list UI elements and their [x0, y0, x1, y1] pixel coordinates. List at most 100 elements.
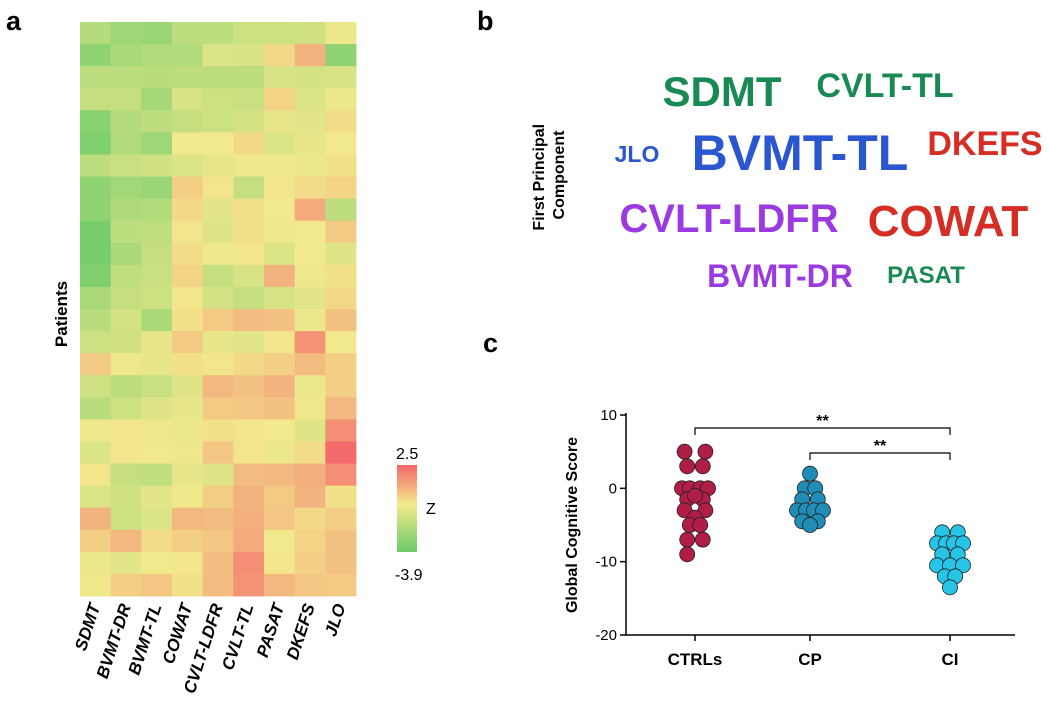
- heatmap-cell: [141, 44, 173, 67]
- heatmap-cell: [325, 22, 357, 45]
- significance-bracket: [694, 427, 951, 435]
- heatmap-cell: [80, 242, 112, 266]
- heatmap-cell: [172, 485, 204, 509]
- heatmap-cell: [325, 286, 357, 310]
- dot-plot: 10 0 -10 -20 CTRLs CP CI ** **: [595, 407, 1015, 669]
- heatmap-cell: [141, 485, 173, 509]
- heatmap-cell: [264, 110, 296, 133]
- heatmap-cell: [264, 88, 296, 111]
- word-cloud-word: CVLT-LDFR: [619, 197, 838, 241]
- heatmap-cell: [264, 507, 296, 531]
- heatmap-cell: [80, 463, 112, 487]
- heatmap-cell: [172, 22, 204, 45]
- heatmap-cell: [80, 286, 112, 310]
- heatmap-cell: [141, 286, 173, 310]
- heatmap-cell: [141, 110, 173, 133]
- panel-label-c: c: [483, 328, 498, 358]
- heatmap-cell: [172, 397, 204, 420]
- heatmap-cell: [325, 397, 357, 420]
- heatmap-cell: [294, 529, 326, 553]
- heatmap-cell: [325, 551, 357, 575]
- heatmap-cell: [264, 264, 296, 288]
- heatmap-cell: [325, 573, 357, 597]
- heatmap-cell: [294, 22, 326, 45]
- heatmap-cell: [294, 88, 326, 111]
- heatmap-cell: [202, 286, 234, 310]
- heatmap-cell: [325, 88, 357, 111]
- word-cloud-y-label-line2: Component: [551, 130, 568, 220]
- heatmap-cell: [202, 88, 234, 111]
- heatmap-cell: [233, 220, 265, 244]
- dot-plot-point: [679, 458, 696, 475]
- heatmap-cell: [233, 419, 265, 442]
- colorbar-max-label: 2.5: [396, 446, 418, 463]
- heatmap-cell: [202, 507, 234, 531]
- heatmap-cell: [141, 66, 173, 89]
- heatmap-cell: [110, 176, 142, 200]
- colorbar: [397, 465, 417, 552]
- heatmap-cell: [264, 220, 296, 244]
- heatmap-cell: [80, 66, 112, 89]
- heatmap-cell: [172, 44, 204, 67]
- heatmap-cell: [172, 176, 204, 200]
- heatmap-cell: [325, 419, 357, 442]
- panel-label-a: a: [6, 6, 22, 36]
- heatmap-cell: [202, 353, 234, 376]
- heatmap-cell: [172, 353, 204, 376]
- heatmap-cell: [202, 22, 234, 45]
- dot-plot-point: [676, 443, 693, 460]
- heatmap-cell: [172, 66, 204, 89]
- heatmap-cell: [80, 485, 112, 509]
- heatmap-cell: [202, 529, 234, 553]
- heatmap-cell: [172, 88, 204, 111]
- heatmap-cell: [264, 154, 296, 177]
- dot-plot-y-tick-label: -10: [595, 554, 617, 571]
- heatmap-cell: [141, 198, 173, 222]
- heatmap-cell: [141, 264, 173, 288]
- heatmap-cell: [233, 529, 265, 553]
- heatmap-cell: [264, 286, 296, 310]
- heatmap-cell: [325, 66, 357, 89]
- heatmap-cell: [80, 529, 112, 553]
- heatmap-cell: [80, 353, 112, 376]
- heatmap-cell: [233, 22, 265, 45]
- heatmap-cell: [141, 529, 173, 553]
- heatmap-cell: [202, 154, 234, 177]
- heatmap-cell: [264, 463, 296, 487]
- heatmap-cell: [202, 309, 234, 332]
- heatmap-cell: [294, 176, 326, 200]
- heatmap-cell: [233, 397, 265, 420]
- heatmap-cell: [141, 397, 173, 420]
- heatmap-cell: [264, 441, 296, 464]
- heatmap-cell: [294, 110, 326, 133]
- heatmap-cell: [233, 154, 265, 177]
- heatmap-cell: [325, 375, 357, 398]
- heatmap-cell: [110, 419, 142, 442]
- dot-plot-point: [802, 465, 818, 482]
- heatmap-cell: [264, 529, 296, 553]
- heatmap-cell: [294, 154, 326, 177]
- heatmap-cell: [110, 507, 142, 531]
- heatmap-cell: [172, 507, 204, 531]
- heatmap-cell: [110, 22, 142, 45]
- heatmap-cell: [80, 551, 112, 575]
- heatmap-cell: [172, 551, 204, 575]
- heatmap-cell: [202, 220, 234, 244]
- word-cloud-y-label: First Principal Component: [531, 119, 568, 230]
- heatmap-cell: [172, 220, 204, 244]
- heatmap-cell: [325, 242, 357, 266]
- heatmap-cell: [172, 264, 204, 288]
- heatmap-cell: [202, 198, 234, 222]
- heatmap-cell: [80, 419, 112, 442]
- heatmap-cell: [233, 44, 265, 67]
- heatmap-cell: [294, 463, 326, 487]
- significance-label: **: [874, 438, 887, 455]
- heatmap-cell: [264, 397, 296, 420]
- heatmap-cell: [264, 198, 296, 222]
- heatmap-cell: [141, 176, 173, 200]
- heatmap-cell: [233, 463, 265, 487]
- heatmap-cell: [294, 507, 326, 531]
- heatmap-cell: [233, 264, 265, 288]
- heatmap-cell: [172, 242, 204, 266]
